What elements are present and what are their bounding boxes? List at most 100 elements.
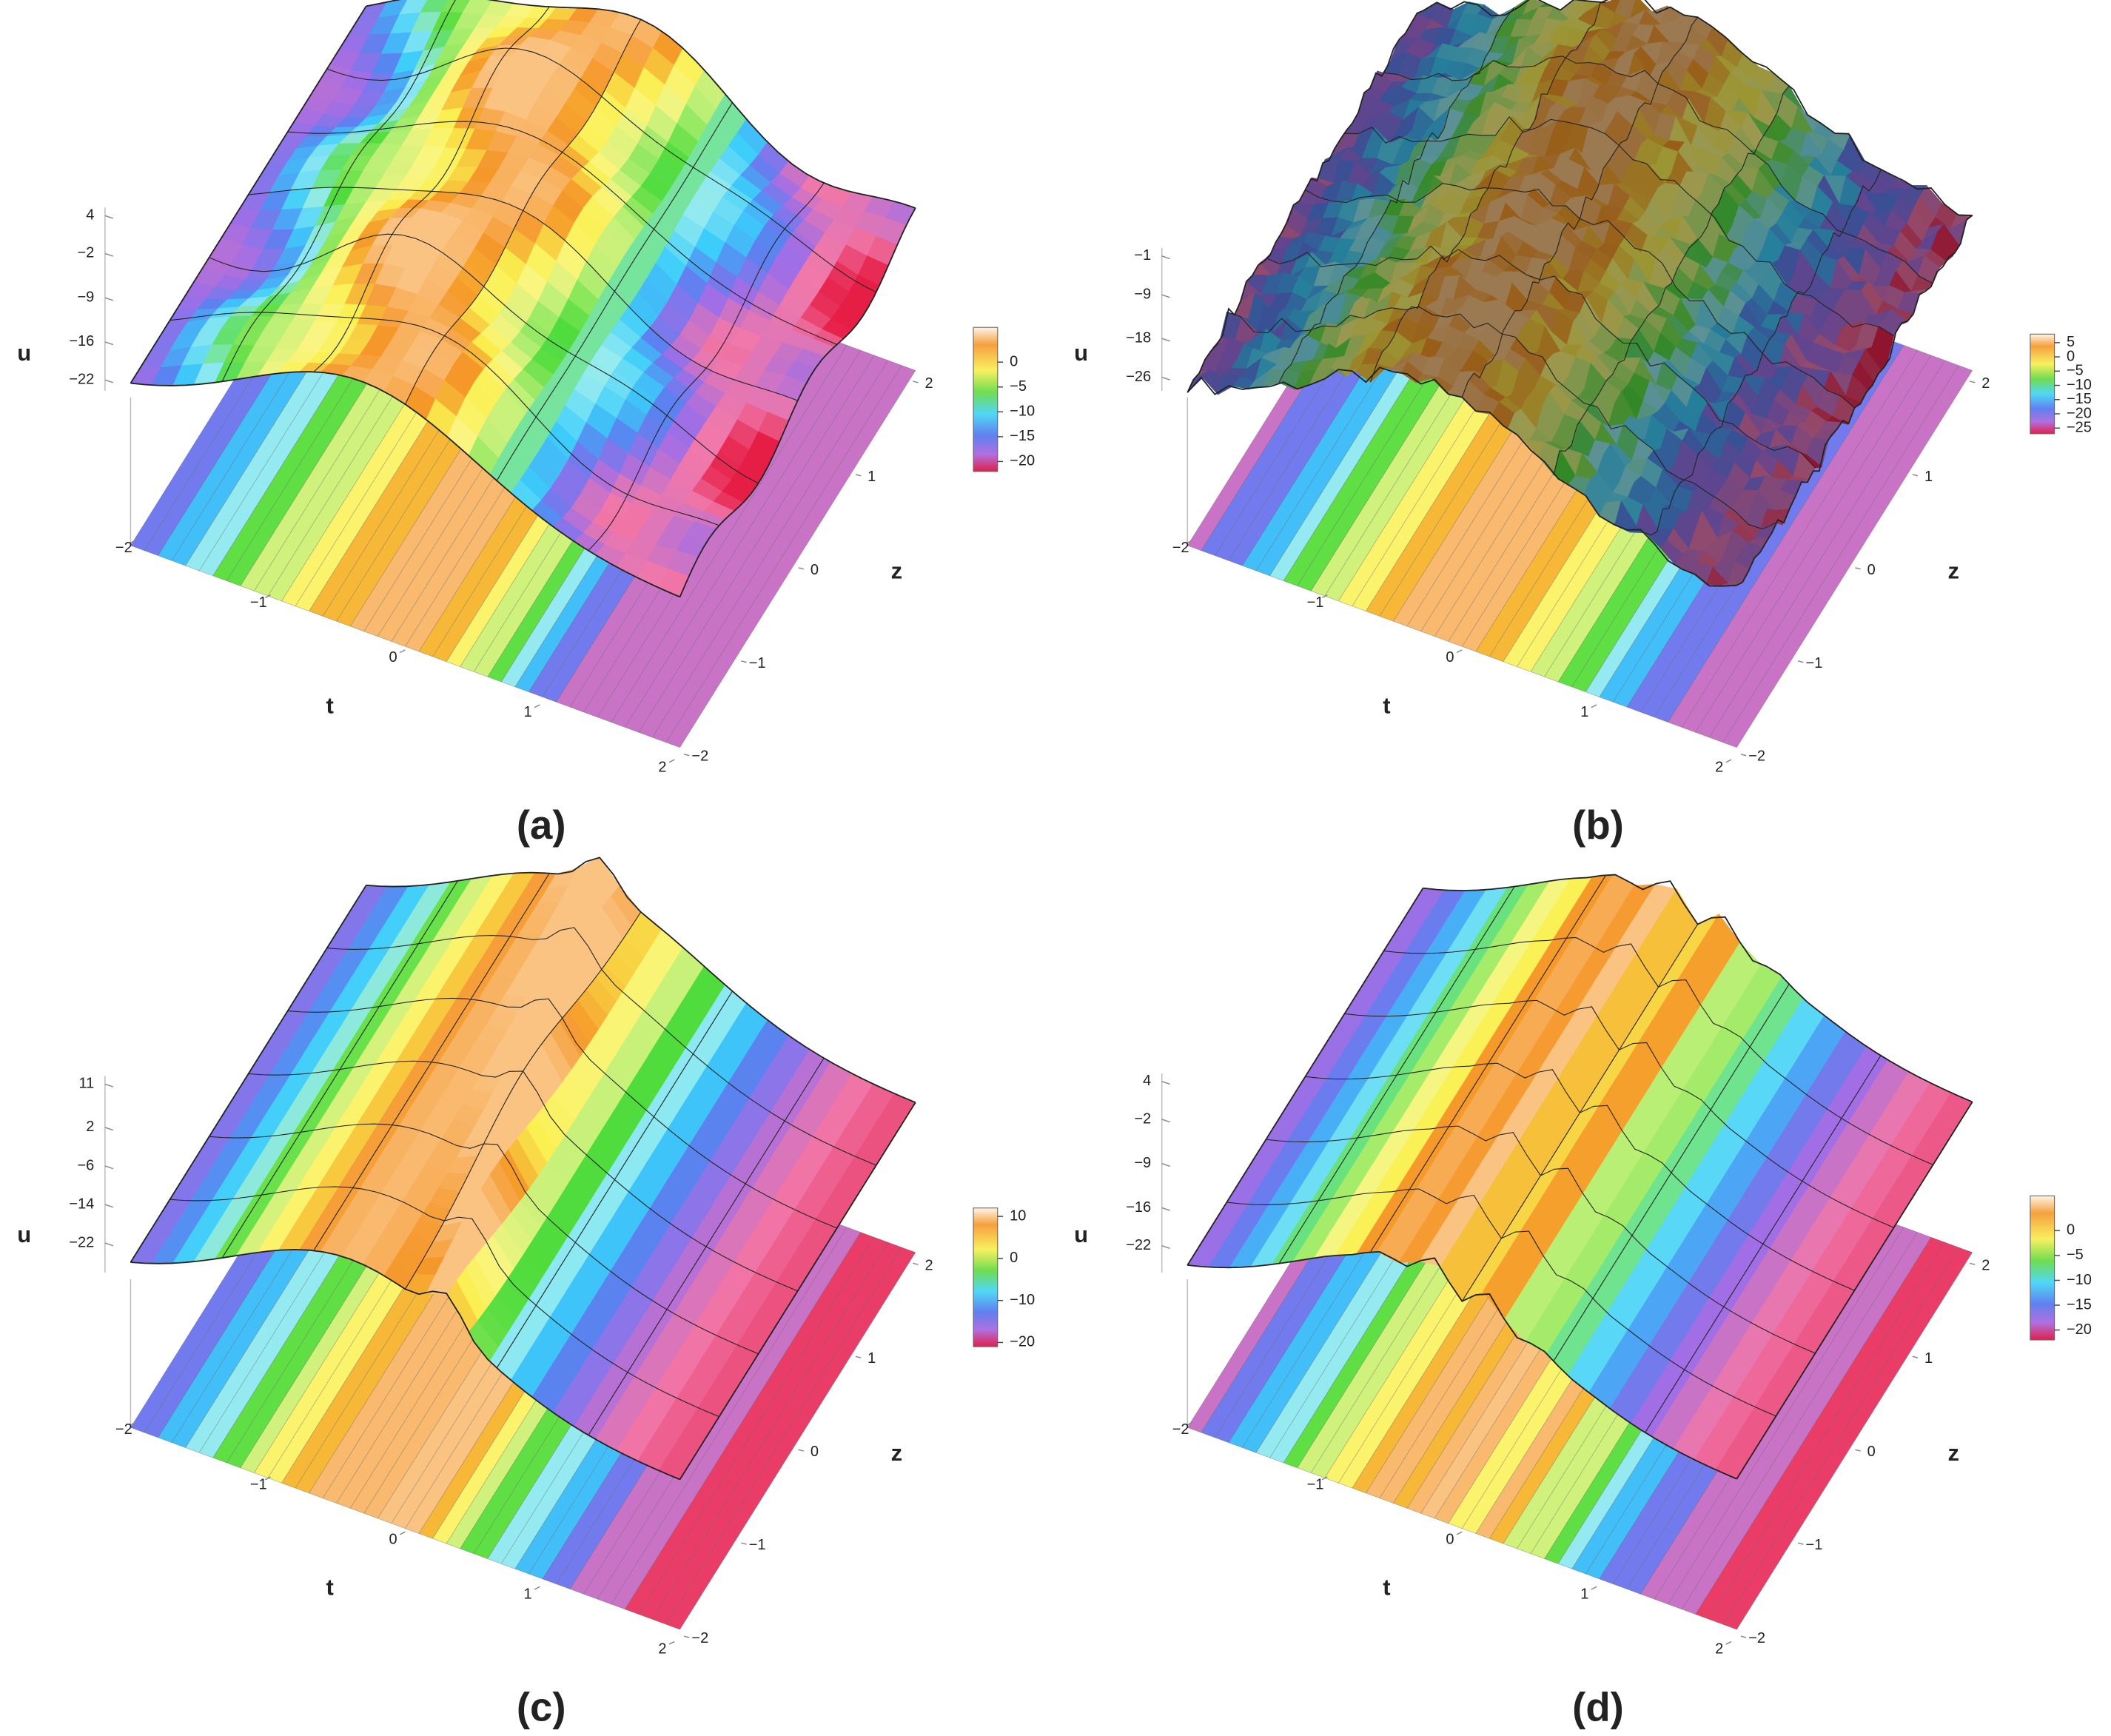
x-tick bbox=[1456, 1531, 1463, 1535]
y-tick-label: 0 bbox=[810, 562, 819, 578]
colorbar-tick-label: −15 bbox=[1010, 428, 1035, 444]
x-tick-label: −1 bbox=[1307, 1476, 1324, 1492]
z-tick-label: −14 bbox=[69, 1196, 94, 1212]
colorbar-tick-label: 10 bbox=[1010, 1207, 1026, 1224]
y-tick-label: 1 bbox=[867, 1350, 876, 1367]
y-tick bbox=[683, 754, 690, 757]
y-tick-label: 2 bbox=[1981, 1257, 1990, 1273]
y-axis-label: z bbox=[1947, 557, 1959, 583]
y-tick bbox=[1740, 1635, 1747, 1638]
x-tick bbox=[1725, 759, 1732, 763]
x-tick-label: −2 bbox=[1172, 1421, 1189, 1438]
x-tick-label: −1 bbox=[1307, 594, 1324, 611]
colorbar-tick-label: 0 bbox=[2067, 1222, 2075, 1239]
colorbar-tick-label: −5 bbox=[1010, 378, 1027, 395]
x-tick-label: 2 bbox=[658, 759, 666, 775]
x-tick-label: 0 bbox=[1446, 649, 1454, 666]
y-tick bbox=[741, 1542, 747, 1545]
mesh-line bbox=[1736, 215, 1973, 586]
x-tick-label: −1 bbox=[250, 1476, 267, 1492]
x-tick bbox=[264, 594, 271, 599]
z-tick-label: 2 bbox=[86, 1119, 94, 1135]
y-tick-label: −2 bbox=[691, 1630, 708, 1646]
x-tick-label: 1 bbox=[1580, 1586, 1588, 1603]
y-tick-label: 2 bbox=[924, 1257, 933, 1273]
z-tick bbox=[1161, 1119, 1170, 1123]
y-tick bbox=[1969, 381, 1976, 383]
colorbar-tick-label: −20 bbox=[2067, 1321, 2092, 1338]
x-tick-label: −2 bbox=[115, 540, 132, 556]
x-tick bbox=[399, 1531, 406, 1535]
z-axis-label: u bbox=[17, 340, 31, 366]
colorbar-tick-label: −20 bbox=[2067, 405, 2092, 421]
z-tick bbox=[1161, 1163, 1170, 1167]
y-tick bbox=[1797, 1542, 1804, 1545]
y-tick-label: 0 bbox=[1867, 562, 1876, 578]
y-tick-label: −2 bbox=[1748, 748, 1765, 765]
y-tick-label: −1 bbox=[1806, 1537, 1823, 1553]
z-axis-label: u bbox=[17, 1221, 31, 1247]
z-tick bbox=[104, 1242, 114, 1247]
colorbar-tick-label: −10 bbox=[1010, 1292, 1035, 1308]
colorbar-tick-label: −10 bbox=[2067, 1272, 2092, 1288]
z-tick bbox=[1161, 294, 1170, 298]
z-tick bbox=[1161, 376, 1170, 381]
z-tick-label: −16 bbox=[1126, 1199, 1151, 1216]
z-tick bbox=[1161, 1081, 1170, 1085]
y-tick-label: 0 bbox=[810, 1444, 819, 1460]
z-tick-label: −1 bbox=[1134, 247, 1151, 264]
panel-label: (c) bbox=[517, 1685, 566, 1730]
colorbar-tick-label: −10 bbox=[1010, 403, 1035, 420]
y-tick bbox=[1969, 1262, 1976, 1265]
y-tick-label: 1 bbox=[867, 469, 876, 485]
mesh-line bbox=[1461, 16, 1699, 398]
z-tick bbox=[104, 1165, 114, 1170]
colorbar-tick-label: −25 bbox=[2067, 420, 2092, 436]
z-tick-label: −9 bbox=[1134, 286, 1151, 302]
y-tick bbox=[1797, 660, 1804, 663]
y-axis-label: z bbox=[1947, 1440, 1959, 1466]
z-tick-label: 11 bbox=[79, 1076, 95, 1092]
z-tick-label: −2 bbox=[78, 245, 95, 261]
mesh-line bbox=[1383, 56, 1933, 284]
z-tick-label: 4 bbox=[86, 207, 94, 224]
y-tick bbox=[798, 567, 805, 570]
colorbar-tick-label: −20 bbox=[1010, 453, 1035, 469]
x-axis-label: t bbox=[1383, 692, 1390, 718]
z-tick bbox=[104, 379, 114, 383]
x-tick bbox=[668, 1641, 675, 1645]
y-tick-label: 1 bbox=[1924, 1350, 1933, 1367]
x-tick bbox=[1456, 649, 1463, 654]
x-tick-label: 1 bbox=[523, 704, 531, 720]
z-tick-label: −22 bbox=[69, 1234, 94, 1250]
colorbar-tick-label: 0 bbox=[1010, 353, 1018, 369]
z-tick-label: −18 bbox=[1126, 329, 1151, 346]
z-tick bbox=[104, 1127, 114, 1131]
y-tick bbox=[1912, 1355, 1919, 1358]
floor-band bbox=[1722, 365, 1973, 748]
z-tick bbox=[104, 215, 114, 219]
x-tick bbox=[399, 649, 406, 654]
z-tick-label: −22 bbox=[1126, 1237, 1151, 1253]
y-tick-label: 0 bbox=[1867, 1444, 1876, 1460]
z-tick bbox=[104, 1083, 114, 1087]
z-tick-label: −26 bbox=[1126, 369, 1151, 385]
x-tick bbox=[1725, 1641, 1732, 1645]
x-axis-label: t bbox=[1383, 1575, 1390, 1601]
z-tick bbox=[104, 1204, 114, 1208]
y-axis-label: z bbox=[891, 1440, 902, 1466]
x-tick bbox=[1187, 539, 1193, 543]
floor-band bbox=[665, 365, 916, 748]
x-tick-label: 2 bbox=[1715, 1641, 1723, 1658]
x-tick-label: −2 bbox=[115, 1421, 132, 1438]
colorbar bbox=[973, 326, 999, 472]
mesh-line bbox=[588, 182, 825, 552]
x-tick bbox=[1591, 704, 1597, 708]
mesh-line bbox=[1553, 85, 1790, 475]
x-tick-label: 1 bbox=[1580, 704, 1588, 720]
mesh-line bbox=[1645, 170, 1882, 536]
colorbar-tick-label: 0 bbox=[1010, 1250, 1018, 1266]
colorbar bbox=[2030, 1195, 2055, 1341]
